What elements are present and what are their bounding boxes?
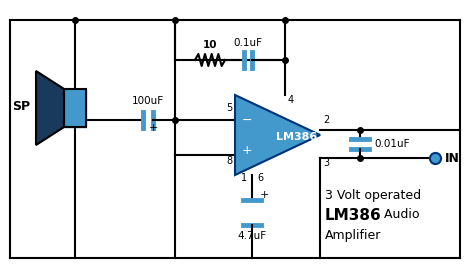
Bar <box>64 89 86 127</box>
Text: 1: 1 <box>241 173 247 183</box>
Text: LM386: LM386 <box>325 207 382 222</box>
Text: 0.1uF: 0.1uF <box>234 38 263 48</box>
Bar <box>64 89 86 127</box>
Text: 3 Volt operated: 3 Volt operated <box>325 189 421 201</box>
Text: SP: SP <box>12 99 30 113</box>
Text: LM386: LM386 <box>275 132 317 142</box>
Text: 0.01uF: 0.01uF <box>374 139 410 149</box>
Text: +: + <box>148 123 158 133</box>
Text: 5: 5 <box>226 103 232 113</box>
Text: 4.7uF: 4.7uF <box>237 231 266 241</box>
Text: 10: 10 <box>203 40 217 50</box>
Text: Amplifier: Amplifier <box>325 229 382 241</box>
Text: 4: 4 <box>288 95 294 105</box>
Polygon shape <box>235 95 320 175</box>
Text: 8: 8 <box>226 156 232 166</box>
Polygon shape <box>36 71 64 145</box>
Text: 6: 6 <box>257 173 263 183</box>
Text: 3: 3 <box>323 158 329 168</box>
Text: +: + <box>259 190 269 200</box>
Text: −: − <box>242 113 252 127</box>
Text: 2: 2 <box>323 115 329 125</box>
Text: Audio: Audio <box>380 209 419 221</box>
Text: 100uF: 100uF <box>132 96 164 106</box>
Text: +: + <box>242 144 252 156</box>
Text: IN: IN <box>445 152 460 164</box>
